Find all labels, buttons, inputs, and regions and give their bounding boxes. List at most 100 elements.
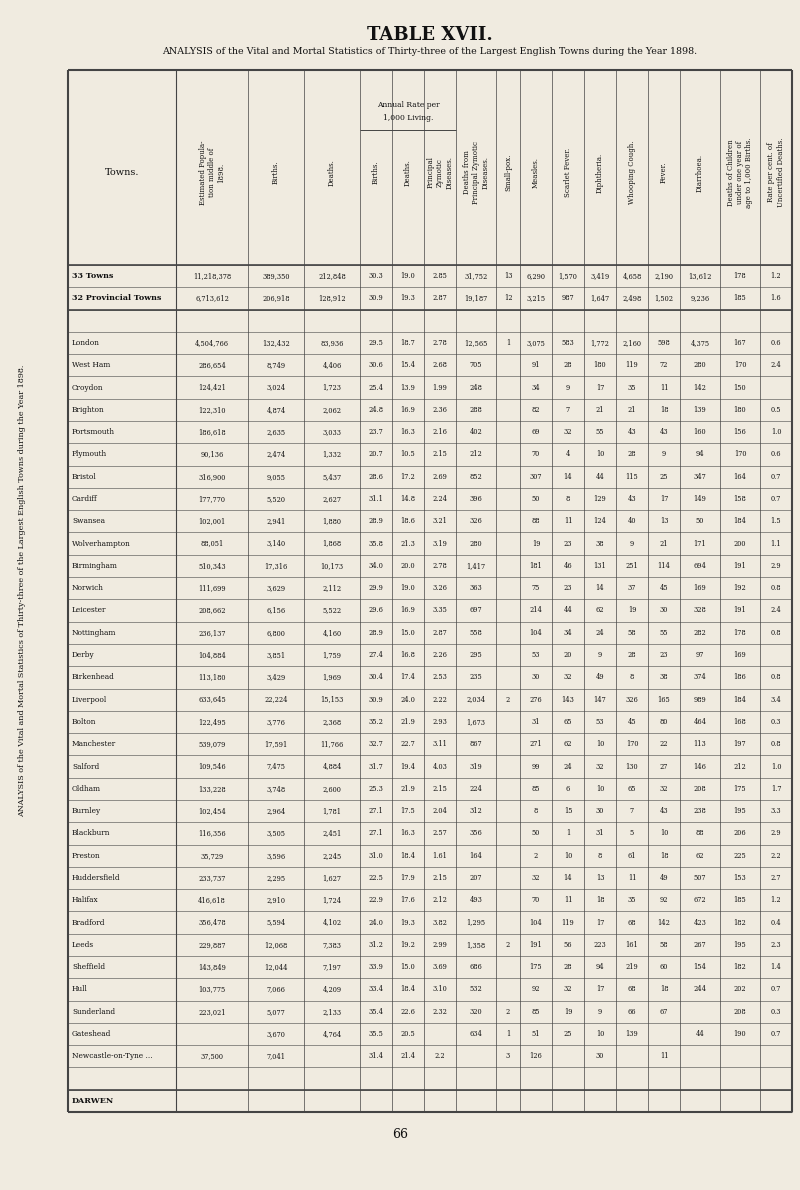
Text: 1,759: 1,759 <box>322 651 342 659</box>
Text: 276: 276 <box>530 696 542 703</box>
Text: 7: 7 <box>630 807 634 815</box>
Text: Manchester: Manchester <box>72 740 116 749</box>
Text: 21: 21 <box>628 406 636 414</box>
Text: 119: 119 <box>626 362 638 369</box>
Text: 184: 184 <box>734 518 746 525</box>
Text: 208: 208 <box>734 1008 746 1016</box>
Text: 35.5: 35.5 <box>369 1031 383 1038</box>
Text: Birmingham: Birmingham <box>72 562 118 570</box>
Text: 177,770: 177,770 <box>198 495 226 503</box>
Text: 32: 32 <box>564 674 572 682</box>
Text: 33.9: 33.9 <box>369 963 383 971</box>
Text: 18.7: 18.7 <box>401 339 415 347</box>
Text: 206,918: 206,918 <box>262 294 290 302</box>
Text: 21: 21 <box>660 539 668 547</box>
Text: 1,781: 1,781 <box>322 807 342 815</box>
Text: 180: 180 <box>734 406 746 414</box>
Text: 65: 65 <box>628 784 636 793</box>
Text: 34: 34 <box>532 383 540 392</box>
Text: 130: 130 <box>626 763 638 770</box>
Text: 13: 13 <box>660 518 668 525</box>
Text: 2.9: 2.9 <box>770 562 782 570</box>
Text: 44: 44 <box>696 1031 704 1038</box>
Text: 0.4: 0.4 <box>770 919 782 927</box>
Text: 129: 129 <box>594 495 606 503</box>
Text: 13: 13 <box>504 273 512 280</box>
Text: 14.8: 14.8 <box>401 495 415 503</box>
Text: 8: 8 <box>630 674 634 682</box>
Text: 102,454: 102,454 <box>198 807 226 815</box>
Text: 2.68: 2.68 <box>433 362 447 369</box>
Text: 4,209: 4,209 <box>322 985 342 994</box>
Text: 20: 20 <box>564 651 572 659</box>
Text: 10: 10 <box>564 852 572 859</box>
Text: 170: 170 <box>734 451 746 458</box>
Text: 17: 17 <box>660 495 668 503</box>
Text: 4.03: 4.03 <box>433 763 447 770</box>
Text: 58: 58 <box>660 941 668 948</box>
Text: 139: 139 <box>694 406 706 414</box>
Text: Leicester: Leicester <box>72 607 106 614</box>
Text: Scarlet Fever.: Scarlet Fever. <box>564 148 572 198</box>
Text: 45: 45 <box>628 718 636 726</box>
Text: 28.9: 28.9 <box>369 628 383 637</box>
Text: 356: 356 <box>470 829 482 838</box>
Text: 0.6: 0.6 <box>770 451 782 458</box>
Text: 7: 7 <box>566 406 570 414</box>
Text: 2.2: 2.2 <box>770 852 782 859</box>
Text: 23: 23 <box>660 651 668 659</box>
Text: 33.4: 33.4 <box>369 985 383 994</box>
Text: 1.5: 1.5 <box>770 518 782 525</box>
Text: 156: 156 <box>734 428 746 437</box>
Text: 316,900: 316,900 <box>198 472 226 481</box>
Text: 3,140: 3,140 <box>266 539 286 547</box>
Text: 94: 94 <box>596 963 604 971</box>
Text: 2,635: 2,635 <box>266 428 286 437</box>
Text: 6,800: 6,800 <box>266 628 286 637</box>
Text: 0.8: 0.8 <box>770 628 782 637</box>
Text: 7,066: 7,066 <box>266 985 286 994</box>
Text: 5,520: 5,520 <box>266 495 286 503</box>
Text: 9: 9 <box>630 539 634 547</box>
Text: 62: 62 <box>696 852 704 859</box>
Text: Principal
Zymotic
Diseases.: Principal Zymotic Diseases. <box>427 156 453 189</box>
Text: 2.15: 2.15 <box>433 784 447 793</box>
Text: 103,775: 103,775 <box>198 985 226 994</box>
Text: 35: 35 <box>628 383 636 392</box>
Text: 17.5: 17.5 <box>401 807 415 815</box>
Text: 164: 164 <box>734 472 746 481</box>
Text: 27.1: 27.1 <box>369 829 383 838</box>
Text: 11: 11 <box>628 873 636 882</box>
Text: 16.3: 16.3 <box>401 428 415 437</box>
Text: 25.3: 25.3 <box>369 784 383 793</box>
Text: 32: 32 <box>564 985 572 994</box>
Text: 9: 9 <box>662 451 666 458</box>
Text: 175: 175 <box>734 784 746 793</box>
Text: 182: 182 <box>734 963 746 971</box>
Text: 25: 25 <box>660 472 668 481</box>
Text: 23: 23 <box>564 539 572 547</box>
Text: Croydon: Croydon <box>72 383 103 392</box>
Text: 91: 91 <box>532 362 540 369</box>
Text: 2.99: 2.99 <box>433 941 447 948</box>
Text: 29.5: 29.5 <box>369 339 383 347</box>
Text: 2: 2 <box>506 941 510 948</box>
Text: 109,546: 109,546 <box>198 763 226 770</box>
Text: 4,764: 4,764 <box>322 1031 342 1038</box>
Text: 68: 68 <box>628 985 636 994</box>
Text: 80: 80 <box>660 718 668 726</box>
Text: 347: 347 <box>694 472 706 481</box>
Text: 423: 423 <box>694 919 706 927</box>
Text: 153: 153 <box>734 873 746 882</box>
Text: 507: 507 <box>694 873 706 882</box>
Text: 1.7: 1.7 <box>770 784 782 793</box>
Text: 119: 119 <box>562 919 574 927</box>
Text: ANALYSIS of the Vital and Mortal Statistics of Thirty-three of the Largest Engli: ANALYSIS of the Vital and Mortal Statist… <box>162 48 698 56</box>
Text: 208,662: 208,662 <box>198 607 226 614</box>
Text: 17.2: 17.2 <box>401 472 415 481</box>
Text: 11,766: 11,766 <box>320 740 344 749</box>
Text: 195: 195 <box>734 807 746 815</box>
Text: 328: 328 <box>694 607 706 614</box>
Text: 2: 2 <box>506 1008 510 1016</box>
Text: 229,887: 229,887 <box>198 941 226 948</box>
